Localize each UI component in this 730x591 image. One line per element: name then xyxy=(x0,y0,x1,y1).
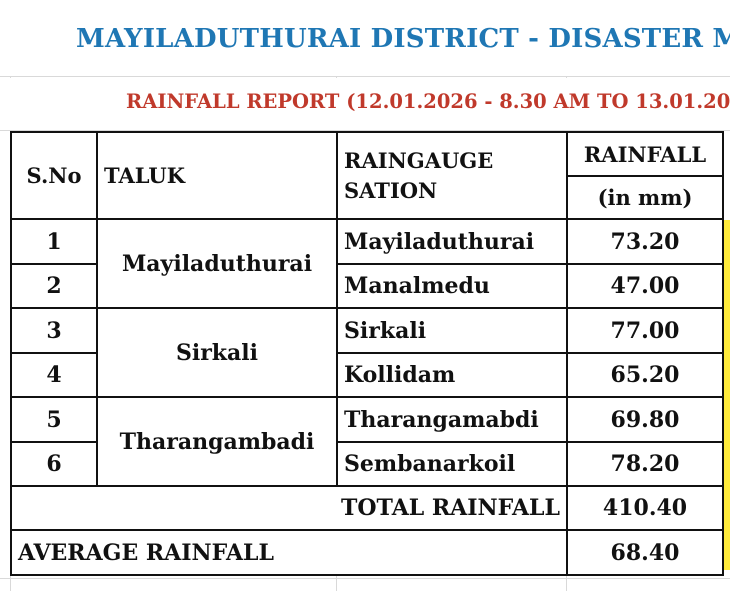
header-station[interactable]: RAINGAUGE SATION xyxy=(336,131,568,220)
taluk-cell[interactable]: Tharangambadi xyxy=(96,396,338,487)
header-station-line2: SATION xyxy=(344,177,438,203)
sno-cell[interactable]: 6 xyxy=(10,441,98,487)
report-subtitle: RAINFALL REPORT (12.01.2026 - 8.30 AM TO… xyxy=(126,90,730,113)
table-row: 2 Manalmedu 47.00 xyxy=(10,263,724,309)
station-cell[interactable]: Sembanarkoil xyxy=(336,441,568,487)
report-title: MAYILADUTHURAI DISTRICT - DISASTER MA xyxy=(76,24,730,54)
table-row: 4 Kollidam 65.20 xyxy=(10,352,724,398)
header-taluk[interactable]: TALUK xyxy=(96,131,338,220)
sno-cell[interactable]: 5 xyxy=(10,396,98,443)
sno-cell[interactable]: 3 xyxy=(10,307,98,354)
station-cell[interactable]: Tharangamabdi xyxy=(336,396,568,443)
sno-cell[interactable]: 4 xyxy=(10,352,98,398)
table-row: 3 Sirkali Sirkali 77.00 xyxy=(10,307,724,398)
header-rainfall[interactable]: RAINFALL xyxy=(566,131,724,177)
header-sno[interactable]: S.No xyxy=(10,131,98,220)
gridline xyxy=(0,76,730,77)
report-subtitle-cell[interactable]: RAINFALL REPORT (12.01.2026 - 8.30 AM TO… xyxy=(0,78,730,130)
header-unit[interactable]: (in mm) xyxy=(566,175,724,220)
station-cell[interactable]: Mayiladuthurai xyxy=(336,218,568,265)
rainfall-cell[interactable]: 78.20 xyxy=(566,441,724,487)
average-value[interactable]: 68.40 xyxy=(566,529,724,576)
table-row: 6 Sembanarkoil 78.20 xyxy=(10,441,724,487)
rainfall-cell[interactable]: 47.00 xyxy=(566,263,724,309)
gridline xyxy=(0,130,730,131)
sno-cell[interactable]: 1 xyxy=(10,218,98,265)
rainfall-cell[interactable]: 77.00 xyxy=(566,307,724,354)
rainfall-cell[interactable]: 65.20 xyxy=(566,352,724,398)
highlight-column xyxy=(724,220,730,570)
total-row: TOTAL RAINFALL 410.40 xyxy=(10,485,724,531)
table-row: 5 Tharangambadi Tharangamabdi 69.80 xyxy=(10,396,724,487)
gridline xyxy=(0,578,730,579)
total-label[interactable]: TOTAL RAINFALL xyxy=(10,485,568,531)
taluk-cell[interactable]: Sirkali xyxy=(96,307,338,398)
header-row-unit: (in mm) xyxy=(11,175,724,220)
taluk-cell[interactable]: Mayiladuthurai xyxy=(96,218,338,309)
sno-cell[interactable]: 2 xyxy=(10,263,98,309)
station-cell[interactable]: Kollidam xyxy=(336,352,568,398)
total-value[interactable]: 410.40 xyxy=(566,485,724,531)
table-row: 1 Mayiladuthurai Mayiladuthurai 73.20 xyxy=(10,218,724,309)
average-label[interactable]: AVERAGE RAINFALL xyxy=(10,529,568,576)
header-station-line1: RAINGAUGE xyxy=(344,147,494,173)
report-title-cell[interactable]: MAYILADUTHURAI DISTRICT - DISASTER MA xyxy=(0,0,730,76)
rainfall-cell[interactable]: 73.20 xyxy=(566,218,724,265)
rainfall-cell[interactable]: 69.80 xyxy=(566,396,724,443)
average-row: AVERAGE RAINFALL 68.40 xyxy=(10,529,724,576)
station-cell[interactable]: Sirkali xyxy=(336,307,568,354)
rainfall-table: S.No TALUK RAINGAUGE SATION RAINFALL (in … xyxy=(10,131,724,576)
station-cell[interactable]: Manalmedu xyxy=(336,263,568,309)
header-row: S.No TALUK RAINGAUGE SATION RAINFALL xyxy=(10,131,724,220)
